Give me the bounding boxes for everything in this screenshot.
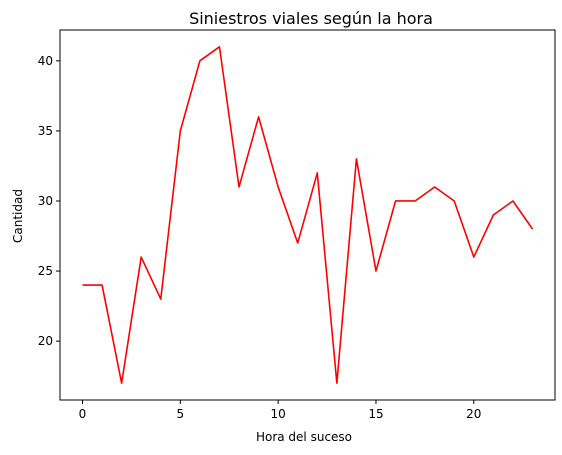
- plot-area: 0 5 10 15 20 20 25 30 35 40: [38, 29, 556, 421]
- x-axis-label: Hora del suceso: [256, 430, 352, 444]
- y-axis: 20 25 30 35 40: [38, 54, 60, 348]
- y-axis-label: Cantidad: [11, 189, 25, 243]
- x-axis: 0 5 10 15 20: [79, 400, 481, 421]
- y-tick-label: 40: [38, 54, 53, 68]
- x-tick-label: 15: [368, 407, 383, 421]
- series-layer: [82, 46, 534, 384]
- x-tick-label: 10: [271, 407, 286, 421]
- y-tick-label: 30: [38, 194, 53, 208]
- y-tick-label: 20: [38, 334, 53, 348]
- x-tick-label: 5: [177, 407, 185, 421]
- series-line: [82, 46, 534, 384]
- plot-frame: [59, 29, 556, 401]
- x-tick-label: 20: [466, 407, 481, 421]
- y-tick-label: 25: [38, 264, 53, 278]
- chart-title: Siniestros viales según la hora: [189, 9, 433, 28]
- x-tick-label: 0: [79, 407, 87, 421]
- y-tick-label: 35: [38, 124, 53, 138]
